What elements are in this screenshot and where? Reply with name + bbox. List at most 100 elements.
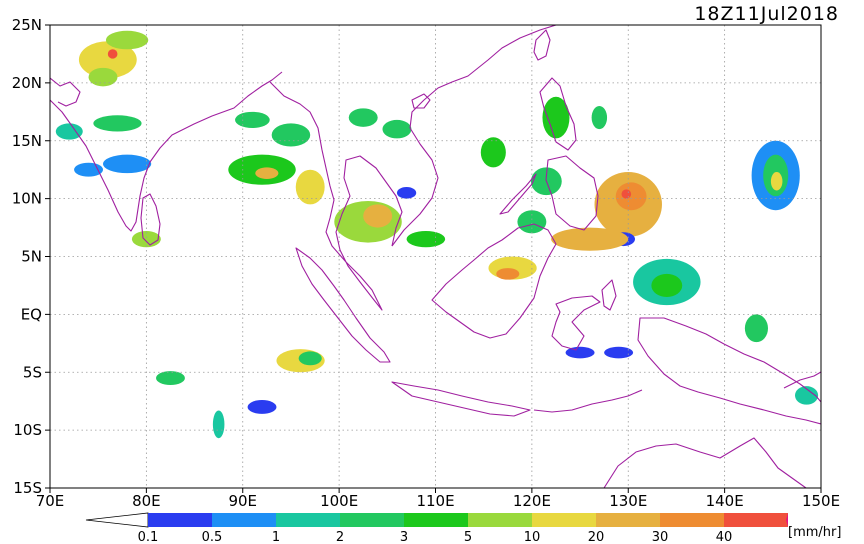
colorbar-label-0.1: 0.1 bbox=[138, 530, 159, 544]
colorbar-segment-0 bbox=[148, 513, 212, 527]
precip-cell-29 bbox=[496, 268, 520, 280]
lat-label-10N: 10N bbox=[12, 190, 42, 208]
precip-cell-27 bbox=[551, 227, 629, 251]
precip-cell-14 bbox=[363, 204, 393, 228]
colorbar-label-0.5: 0.5 bbox=[202, 530, 223, 544]
lon-label-110E: 110E bbox=[416, 492, 454, 510]
map-title: 18Z11Jul2018 bbox=[694, 3, 839, 25]
precip-cell-19 bbox=[480, 137, 506, 168]
precip-cell-36 bbox=[744, 314, 768, 343]
coast-lesser-sunda bbox=[533, 389, 643, 413]
lat-label-25N: 25N bbox=[12, 16, 42, 34]
colorbar-segment-2 bbox=[276, 513, 340, 527]
coast-hainan bbox=[411, 93, 431, 109]
lon-label-80E: 80E bbox=[132, 492, 161, 510]
lon-label-100E: 100E bbox=[320, 492, 358, 510]
coastlines bbox=[50, 25, 821, 488]
precip-cell-44 bbox=[247, 400, 277, 414]
precip-cell-5 bbox=[55, 123, 83, 140]
lon-label-90E: 90E bbox=[228, 492, 257, 510]
lat-label-EQ: EQ bbox=[21, 305, 42, 323]
colorbar-over-arrow bbox=[786, 513, 788, 527]
lon-label-150E: 150E bbox=[802, 492, 840, 510]
precip-cell-15 bbox=[406, 231, 446, 248]
colorbar-segment-6 bbox=[532, 513, 596, 527]
coast-java bbox=[391, 381, 531, 417]
precip-cell-11 bbox=[271, 123, 311, 147]
colorbar-label-3: 3 bbox=[400, 530, 408, 544]
precip-cell-39 bbox=[156, 371, 185, 385]
precip-cell-43 bbox=[794, 386, 819, 405]
precip-cell-34 bbox=[770, 172, 783, 191]
axis-ticks: 70E 80E 90E 100E 110E 120E 130E 140E 150E 25N 20N 1… bbox=[12, 16, 840, 510]
coast-halmahera bbox=[601, 279, 617, 311]
precip-cell-2 bbox=[105, 30, 149, 50]
colorbar-under-arrow bbox=[85, 512, 149, 528]
units-label: [mm/hr] bbox=[788, 525, 841, 540]
lat-label-15N: 15N bbox=[12, 132, 42, 150]
lon-label-140E: 140E bbox=[706, 492, 744, 510]
colorbar-label-2: 2 bbox=[336, 530, 344, 544]
coast-new-guinea bbox=[637, 317, 821, 425]
precip-cell-24 bbox=[615, 182, 647, 211]
graticule bbox=[50, 25, 821, 488]
colorbar-label-5: 5 bbox=[464, 530, 472, 544]
precip-cell-35 bbox=[591, 106, 608, 130]
precip-cell-7 bbox=[74, 162, 104, 177]
coast-australia bbox=[603, 437, 807, 488]
coast-indochina bbox=[391, 25, 557, 247]
precip-cell-12 bbox=[235, 111, 270, 129]
colorbar-segment-1 bbox=[212, 513, 276, 527]
lon-label-70E: 70E bbox=[36, 492, 65, 510]
precip-cell-31 bbox=[651, 273, 683, 298]
colorbar-segment-3 bbox=[340, 513, 404, 527]
coast-taiwan bbox=[533, 29, 551, 61]
coast-sumatra bbox=[295, 247, 391, 363]
precip-cell-16 bbox=[348, 108, 378, 127]
lat-label-5S: 5S bbox=[23, 363, 42, 381]
coast-sri-lanka bbox=[140, 193, 161, 246]
colorbar-label-1: 1 bbox=[272, 530, 280, 544]
precip-cell-9 bbox=[255, 167, 279, 179]
precip-cell-6 bbox=[103, 154, 152, 174]
lat-label-20N: 20N bbox=[12, 74, 42, 92]
precip-cell-10 bbox=[295, 169, 325, 205]
precip-cell-45 bbox=[212, 410, 225, 439]
lat-label-15S: 15S bbox=[13, 479, 42, 497]
precip-cell-38 bbox=[298, 351, 322, 366]
coast-myanmar-malaya bbox=[321, 149, 403, 311]
coast-bismarck bbox=[783, 371, 821, 389]
precip-cell-18 bbox=[396, 187, 417, 199]
colorbar-segment-4 bbox=[404, 513, 468, 527]
precip-cell-25 bbox=[621, 189, 632, 199]
lat-label-10S: 10S bbox=[13, 421, 42, 439]
plot-area bbox=[50, 25, 821, 488]
coast-gujarat bbox=[50, 77, 81, 107]
precip-cell-41 bbox=[565, 346, 595, 359]
colorbar: 0.1 0.5 1 2 3 5 10 20 30 40 bbox=[85, 512, 788, 544]
colorbar-label-20: 20 bbox=[588, 530, 605, 544]
precip-cell-20 bbox=[542, 96, 570, 139]
lat-label-5N: 5N bbox=[21, 248, 42, 266]
colorbar-label-40: 40 bbox=[716, 530, 733, 544]
colorbar-label-30: 30 bbox=[652, 530, 669, 544]
coast-visayas-mindanao bbox=[545, 155, 599, 231]
precip-cell-1 bbox=[107, 49, 118, 59]
coast-luzon bbox=[539, 77, 577, 151]
coast-borneo bbox=[431, 223, 557, 339]
colorbar-segment-7 bbox=[596, 513, 660, 527]
precip-cell-17 bbox=[382, 119, 412, 139]
precip-cell-4 bbox=[93, 115, 142, 132]
coast-bangladesh bbox=[269, 81, 323, 151]
precip-cell-42 bbox=[604, 346, 634, 359]
precip-cell-0 bbox=[78, 41, 137, 79]
coast-sulawesi bbox=[551, 295, 601, 351]
coast-palawan bbox=[499, 173, 537, 215]
precip-cell-22 bbox=[517, 210, 547, 234]
colorbar-segment-9 bbox=[724, 513, 788, 527]
colorbar-segment-5 bbox=[468, 513, 532, 527]
colorbar-label-10: 10 bbox=[524, 530, 541, 544]
colorbar-segment-8 bbox=[660, 513, 724, 527]
lon-label-130E: 130E bbox=[609, 492, 647, 510]
